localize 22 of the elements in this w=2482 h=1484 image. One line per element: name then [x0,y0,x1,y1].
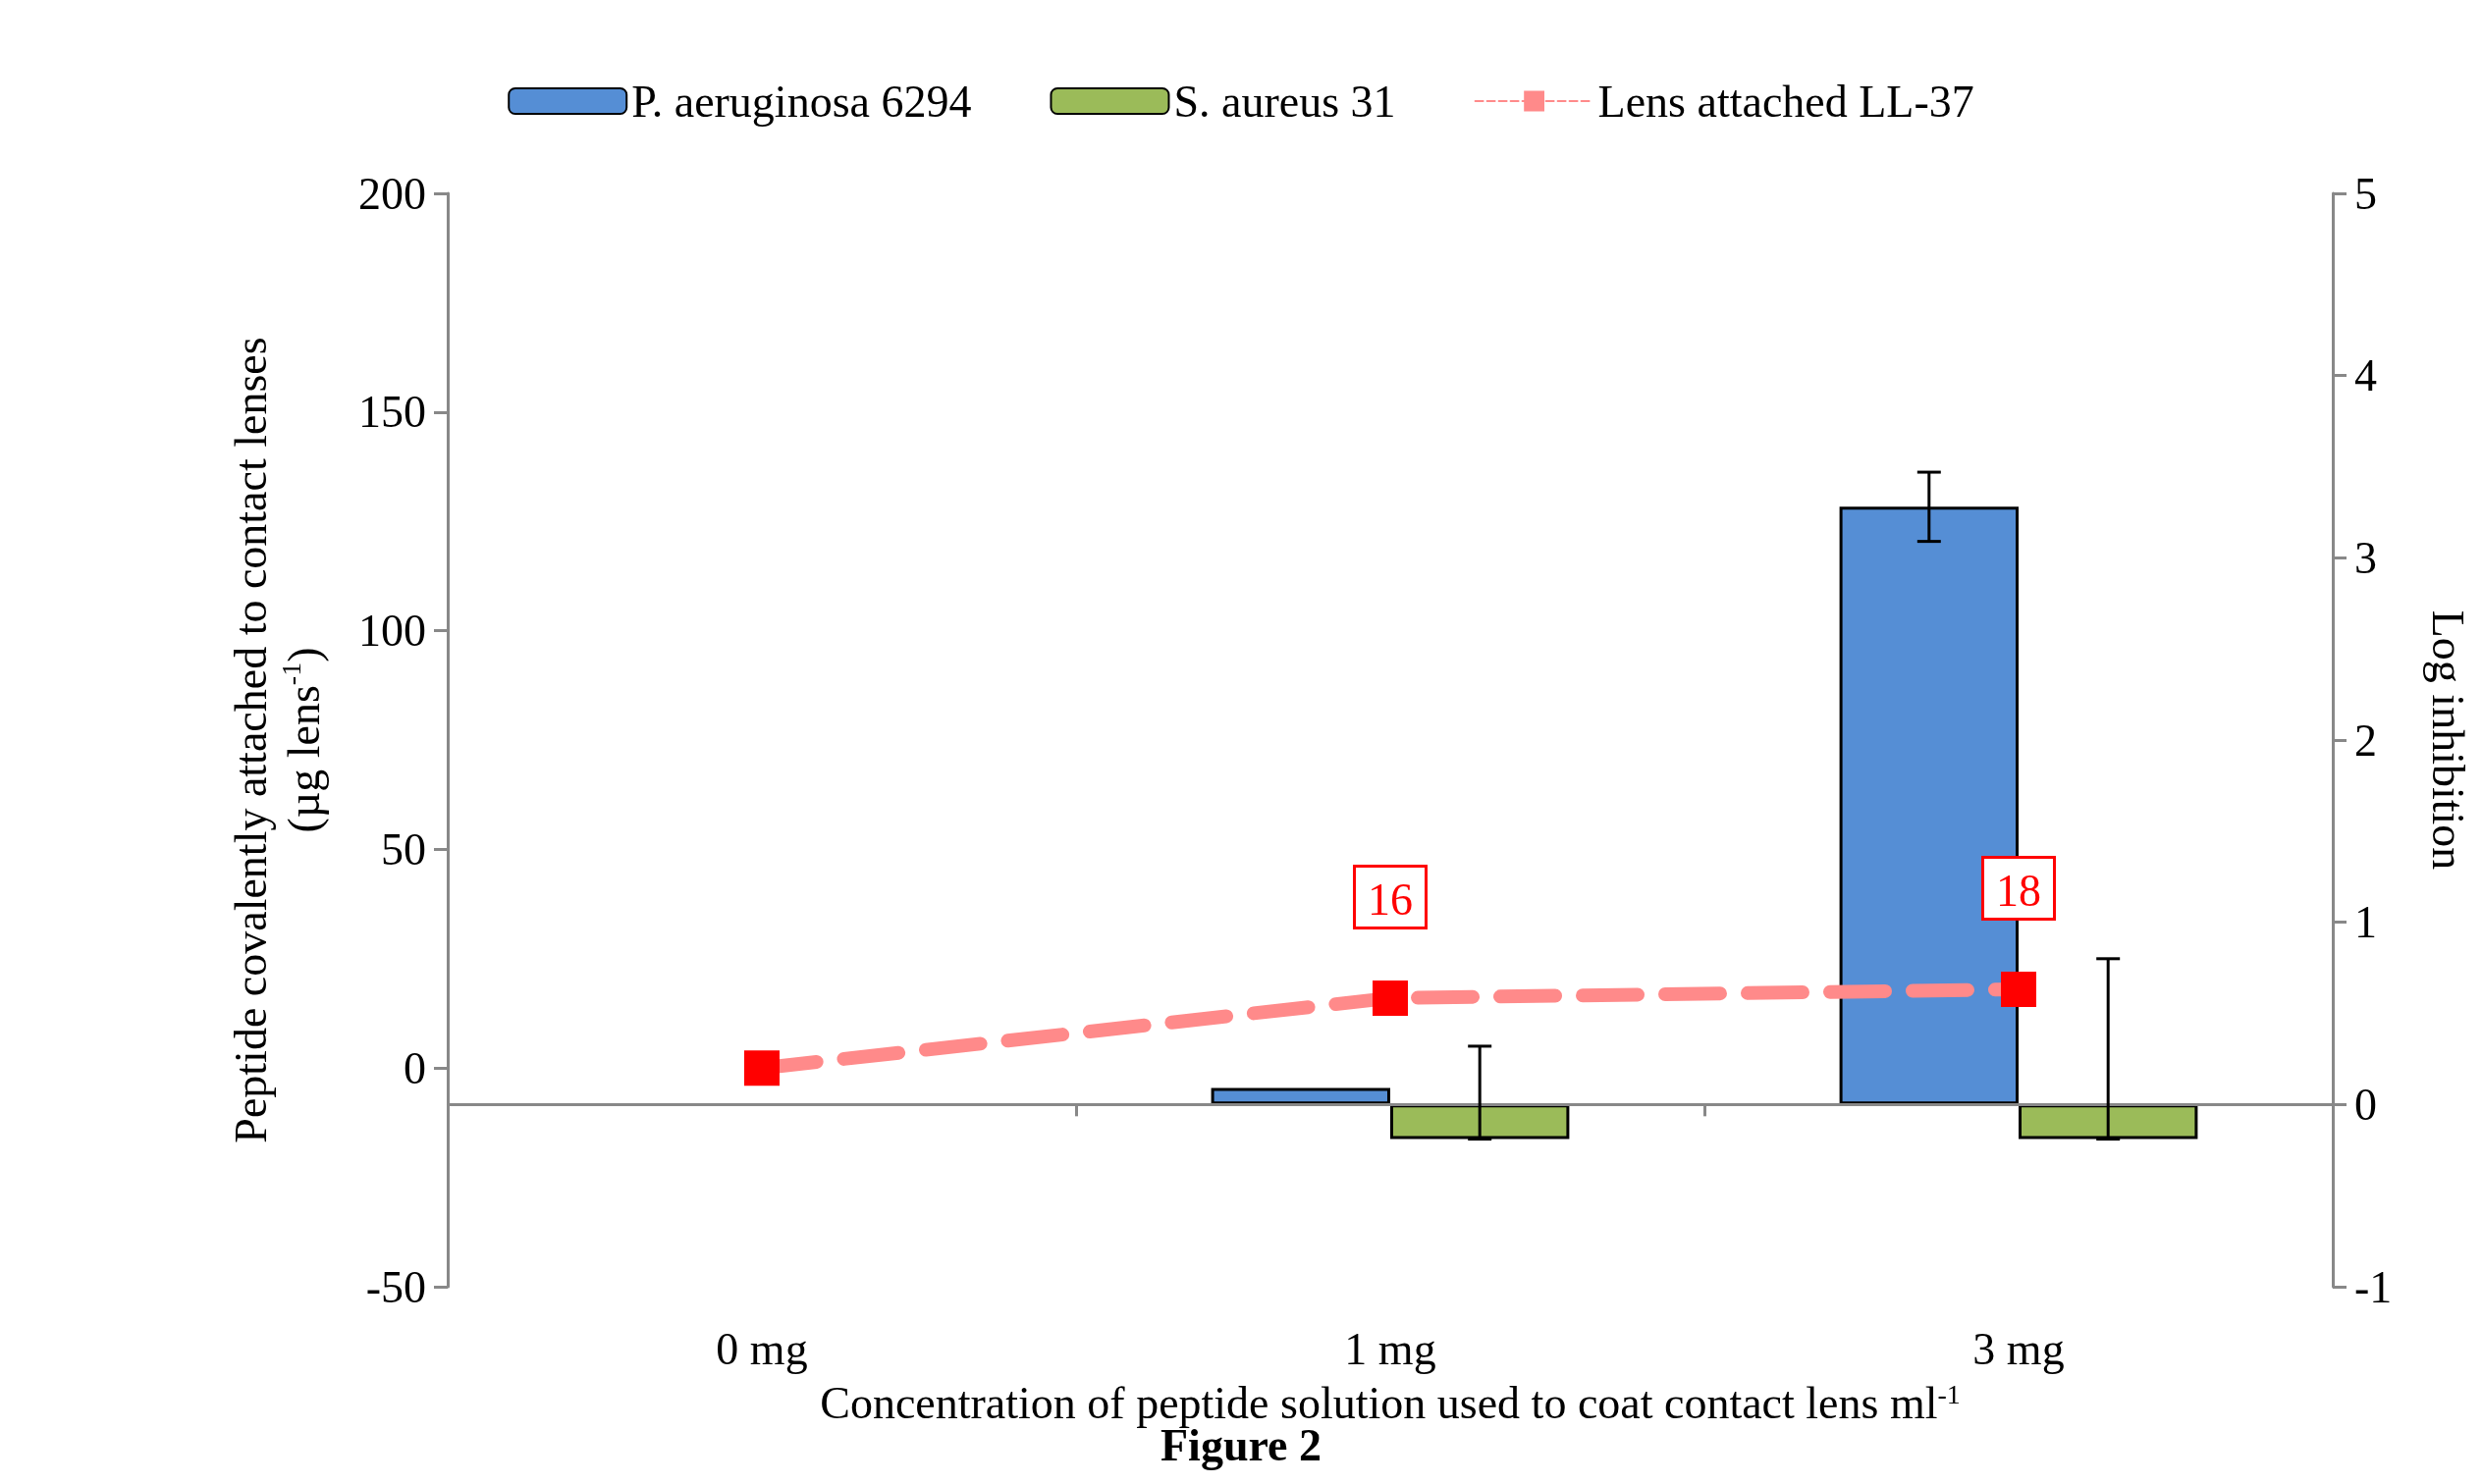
y2-tick-label: 2 [2354,715,2377,766]
y-tick-label: 50 [381,823,426,874]
x-tick-label: 0 mg [716,1323,808,1374]
x-tick-label: 3 mg [1972,1323,2065,1374]
legend-label: S. aureus 31 [1173,76,1396,127]
y2-tick-label: 0 [2354,1079,2377,1130]
y2-tick-label: -1 [2354,1261,2393,1312]
y-tick-label: 100 [358,606,426,657]
data-label: 18 [1996,866,2041,917]
y-tick-label: -50 [365,1261,426,1312]
y2-tick-label: 1 [2354,897,2377,948]
y-tick-label: 200 [358,168,426,219]
y-tick-label: 150 [358,387,426,438]
data-label: 16 [1368,874,1413,926]
legend-label: P. aeruginosa 6294 [631,76,972,127]
y2-tick-label: 5 [2354,168,2377,219]
y2-tick-label: 3 [2354,532,2377,583]
y2-tick-label: 4 [2354,350,2377,401]
legend-label: Lens attached LL-37 [1597,76,1974,127]
y2-axis-title: Log inhibition [2422,610,2473,871]
x-tick-label: 1 mg [1344,1323,1436,1374]
y-tick-label: 0 [404,1042,426,1093]
